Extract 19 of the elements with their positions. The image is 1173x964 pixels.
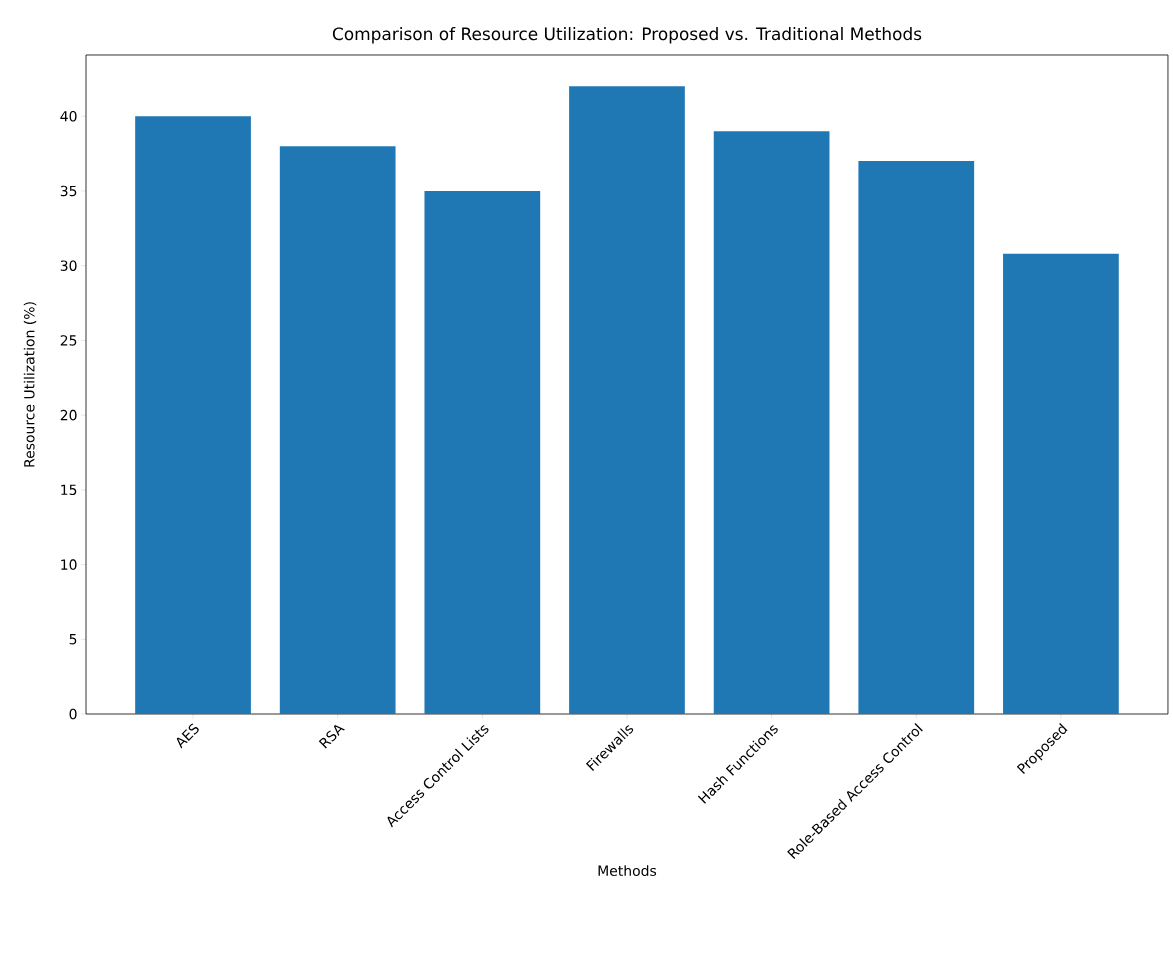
y-tick-label: 0 [69,708,77,720]
bar [424,190,541,714]
bar [279,146,396,714]
x-axis-title: Methods [598,865,657,876]
bar [858,161,975,714]
chart-title: Comparison of Resource Utilization: Proposed vs. Traditional Methods [332,27,922,44]
bar [713,131,830,714]
y-tick-label: 10 [61,559,77,570]
y-tick-label: 25 [60,335,77,346]
y-tick-label: 40 [60,110,77,122]
y-tick-label: 35 [60,185,77,197]
bar [1003,253,1119,714]
y-tick-label: 5 [69,634,77,645]
y-tick-label: 15 [61,484,77,496]
bar [569,86,685,714]
y-tick-label: 20 [60,409,77,421]
bar [135,116,251,714]
y-tick-label: 30 [60,260,77,271]
y-axis-title: Resource Utilization (%) [23,302,37,467]
